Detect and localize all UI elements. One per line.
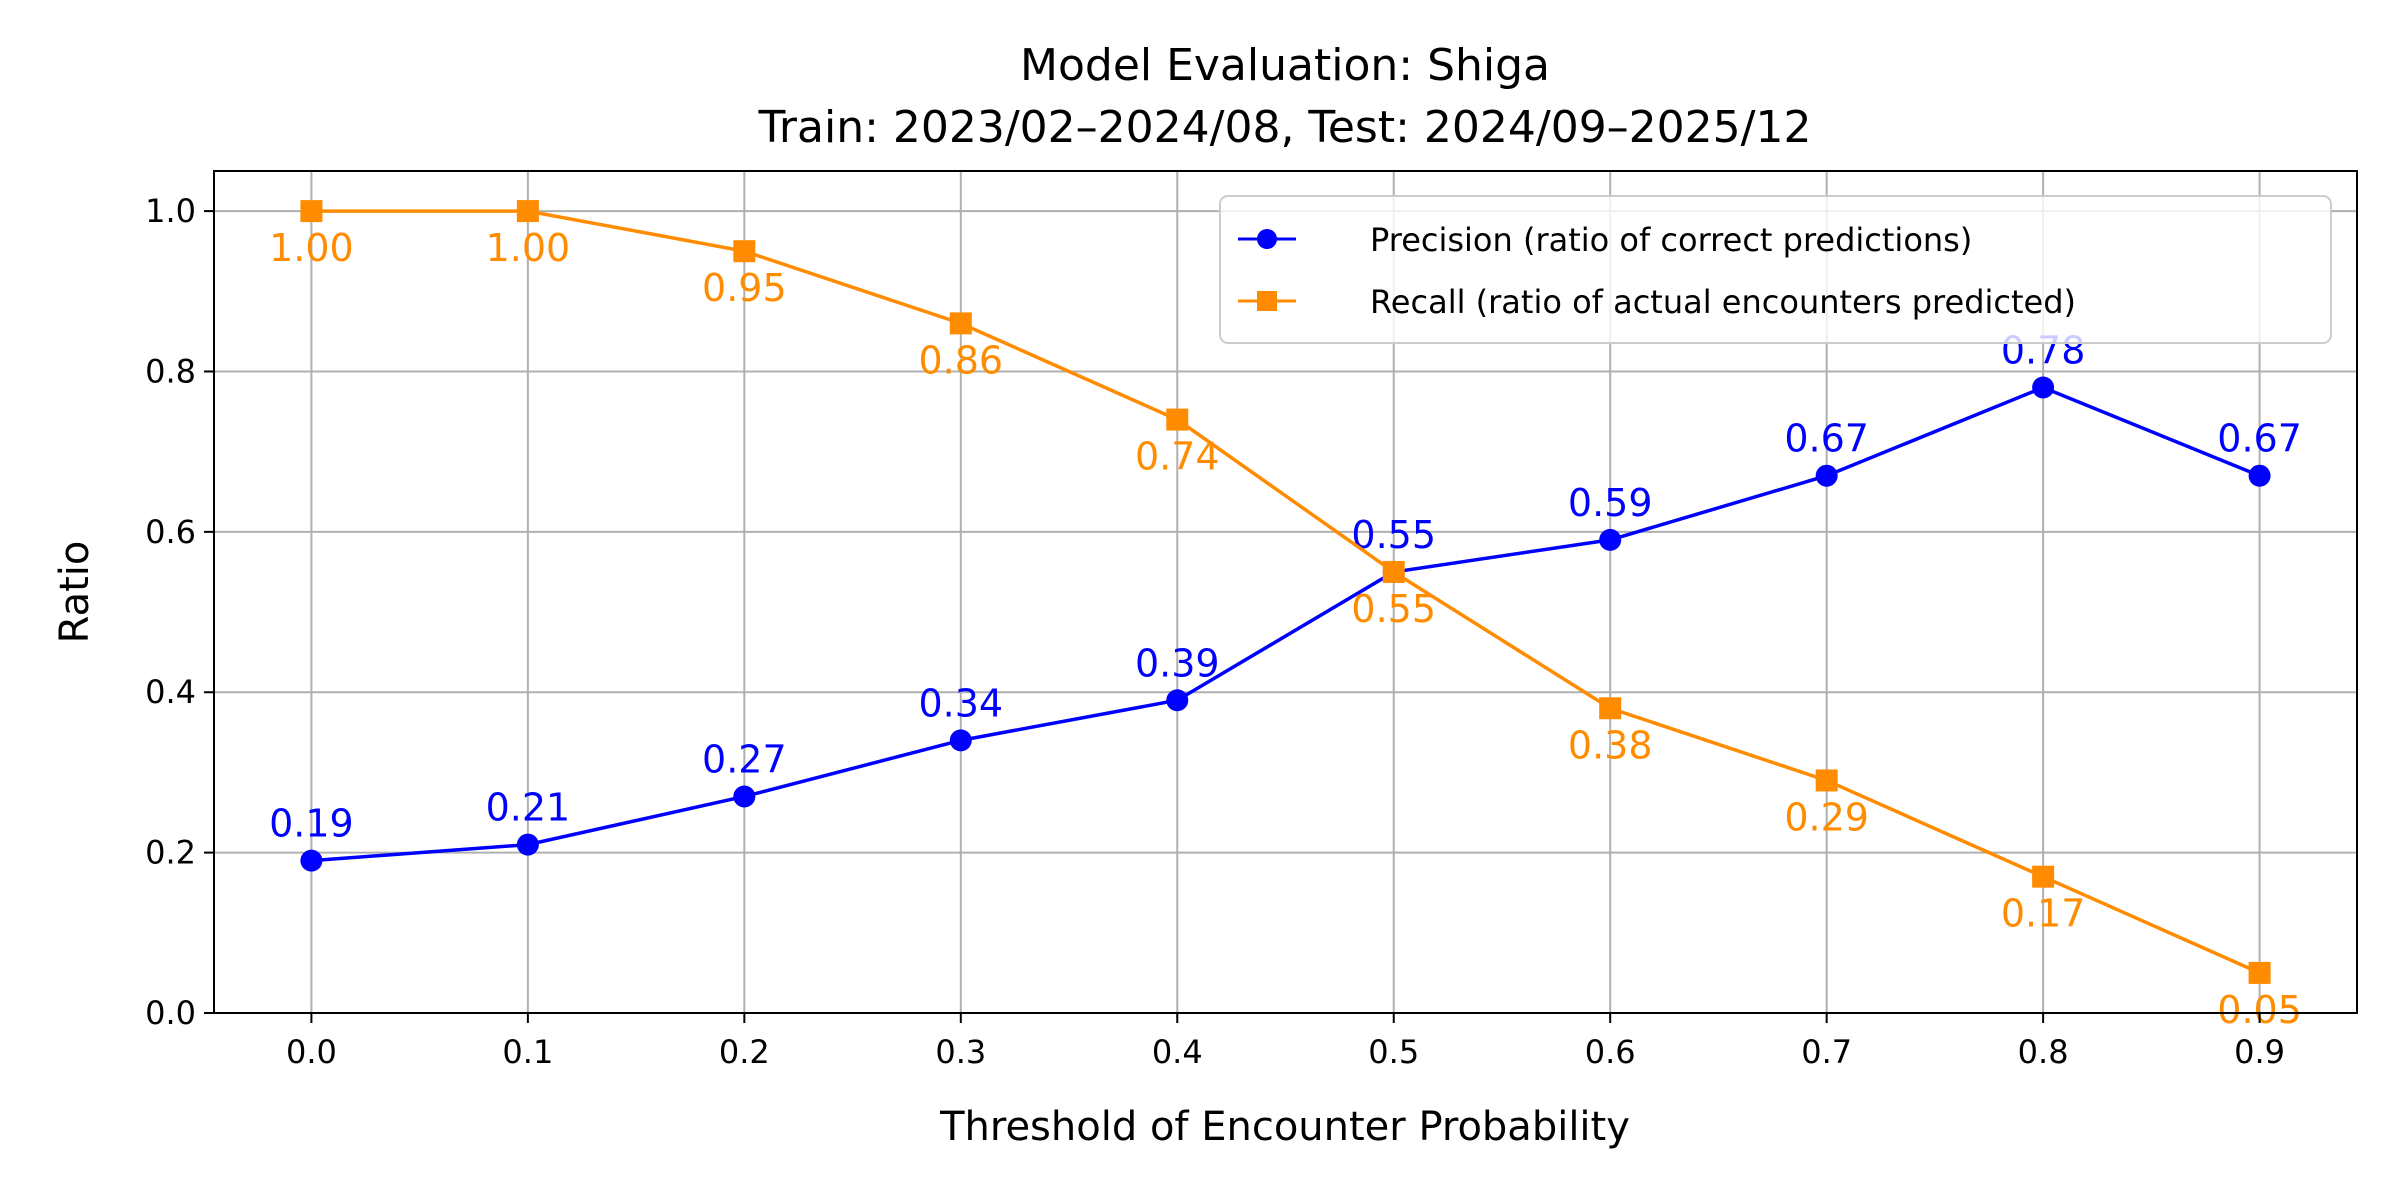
- legend-precision-label: Precision (ratio of correct predictions): [1370, 221, 1972, 259]
- data-label: 0.05: [2217, 988, 2302, 1032]
- data-label: 0.59: [1568, 481, 1653, 525]
- data-label: 0.29: [1784, 795, 1869, 839]
- data-label: 1.00: [486, 226, 571, 270]
- data-label: 0.67: [1784, 417, 1869, 461]
- recall-point: [1815, 769, 1838, 792]
- data-label: 0.86: [918, 338, 1003, 382]
- precision-point: [2032, 376, 2055, 399]
- x-tick-label: 0.6: [1585, 1033, 1636, 1071]
- data-label: 0.95: [702, 266, 787, 310]
- recall-point: [949, 312, 972, 335]
- series-layer: 0.19 0.210.270.340.390.550.590.670.780.67…: [269, 200, 2302, 1032]
- x-tick-label: 0.1: [502, 1033, 553, 1071]
- recall-point: [2032, 865, 2055, 888]
- ticks: 0.0 0.1 0.2 0.3 0.4 0.5 0.6 0.7 0.8 0.9 0.0 0.2 0.4 0…: [145, 192, 2285, 1071]
- x-tick-label: 0.0: [286, 1033, 337, 1071]
- x-tick-label: 0.9: [2234, 1033, 2285, 1071]
- x-axis-label: Threshold of Encounter Probability: [939, 1104, 1630, 1150]
- recall-point: [1382, 560, 1405, 583]
- data-label: 0.27: [702, 737, 787, 781]
- recall-point: [516, 200, 539, 223]
- x-tick-label: 0.8: [2018, 1033, 2069, 1071]
- legend-recall-label: Recall (ratio of actual encounters predi…: [1370, 283, 2076, 321]
- series-line-recall: [311, 209, 2261, 975]
- recall-point: [300, 200, 323, 223]
- data-label: 0.55: [1351, 587, 1436, 631]
- precision-point: [2248, 464, 2271, 487]
- recall-point: [1166, 408, 1189, 431]
- precision-point: [1599, 528, 1622, 551]
- precision-point: [733, 785, 756, 808]
- precision-point: [1815, 464, 1838, 487]
- x-tick-label: 0.7: [1801, 1033, 1852, 1071]
- data-label: 0.74: [1135, 435, 1220, 479]
- y-tick-label: 0.4: [145, 673, 196, 711]
- data-label: 0.55: [1351, 513, 1436, 557]
- data-label: 0.34: [918, 681, 1003, 725]
- y-tick-label: 1.0: [145, 192, 196, 230]
- precision-point: [1166, 689, 1189, 712]
- legend: Precision (ratio of correct predictions)…: [1219, 195, 2332, 344]
- data-label: 0.17: [2001, 892, 2086, 936]
- chart-title: Model Evaluation: Shiga: [1020, 40, 1550, 91]
- data-label: 0.67: [2217, 417, 2302, 461]
- x-tick-label: 0.2: [719, 1033, 770, 1071]
- data-label: 1.00: [269, 226, 354, 270]
- recall-point: [2248, 961, 2271, 984]
- y-tick-label: 0.8: [145, 352, 196, 390]
- chart-subtitle: Train: 2023/02–2024/08, Test: 2024/09–20…: [758, 102, 1812, 153]
- recall-point: [1599, 697, 1622, 720]
- x-tick-label: 0.4: [1152, 1033, 1203, 1071]
- data-label: 0.38: [1568, 723, 1653, 767]
- plot-frame: [213, 170, 2358, 1014]
- data-label: 0.39: [1135, 641, 1220, 685]
- x-tick-label: 0.5: [1368, 1033, 1419, 1071]
- legend-box: [1219, 195, 2332, 344]
- precision-point: [516, 833, 539, 856]
- y-tick-label: 0.6: [145, 513, 196, 551]
- x-tick-label: 0.3: [935, 1033, 986, 1071]
- legend-precision-marker: [1257, 229, 1277, 249]
- precision-point: [300, 849, 323, 872]
- y-axis-label: Ratio: [52, 541, 98, 644]
- recall-point: [733, 240, 756, 263]
- y-tick-label: 0.2: [145, 834, 196, 872]
- precision-point: [949, 729, 972, 752]
- y-tick-label: 0.0: [145, 994, 196, 1032]
- legend-recall-marker: [1257, 291, 1277, 311]
- series-line-precision: [311, 385, 2261, 863]
- data-label: 0.21: [486, 786, 571, 830]
- data-label: 0.19: [269, 802, 354, 846]
